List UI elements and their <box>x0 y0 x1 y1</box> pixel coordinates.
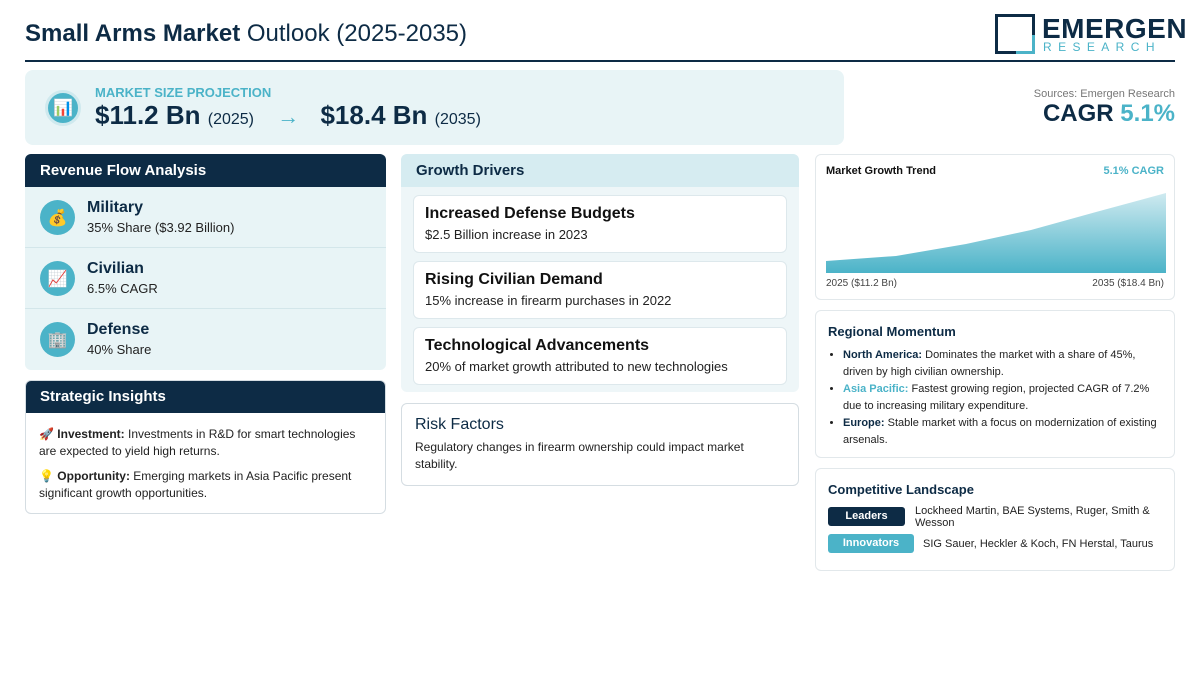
risk-factors-title: Risk Factors <box>415 416 504 433</box>
projection-start-value: $11.2 Bn <box>95 100 201 130</box>
revenue-item-sub: 35% Share ($3.92 Billion) <box>87 220 235 235</box>
cagr-summary: CAGR 5.1% <box>1043 100 1175 128</box>
market-growth-trend-card: Market Growth Trend 5.1% CAGR 2025 ($11.… <box>815 154 1175 300</box>
page-title: Small Arms Market Outlook (2025-2035) <box>25 20 467 48</box>
driver-item: Increased Defense Budgets $2.5 Billion i… <box>413 195 787 253</box>
insight-text: Emerging markets in Asia Pacific present… <box>39 469 352 500</box>
leaders-badge: Leaders <box>828 507 905 526</box>
revenue-item-name: Civilian <box>87 260 144 277</box>
innovators-badge: Innovators <box>828 534 914 553</box>
revenue-item-name: Military <box>87 199 144 216</box>
trend-cagr: 5.1% CAGR <box>1103 165 1164 177</box>
region-item-europe: Europe: Stable market with a focus on mo… <box>843 415 1163 449</box>
projection-end-year: (2035) <box>434 111 481 128</box>
region-item-asia-pacific: Asia Pacific: Fastest growing region, pr… <box>843 381 1163 415</box>
driver-title: Rising Civilian Demand <box>425 271 603 288</box>
logo-name: EMERGEN <box>1042 13 1188 44</box>
lightbulb-icon: 💡 <box>39 469 54 483</box>
driver-item: Technological Advancements 20% of market… <box>413 327 787 385</box>
trend-area-chart <box>826 193 1166 273</box>
growth-drivers-title: Growth Drivers <box>401 154 799 187</box>
revenue-flow-title: Revenue Flow Analysis <box>25 154 386 187</box>
strategic-insights-title: Strategic Insights <box>26 381 385 413</box>
right-arrow-icon: → <box>277 104 300 129</box>
title-rest: Outlook (2025-2035) <box>246 20 468 47</box>
cagr-value: 5.1% <box>1120 100 1175 127</box>
projection-start-year: (2025) <box>207 111 254 128</box>
projection-end-value: $18.4 Bn <box>320 100 428 130</box>
driver-item: Rising Civilian Demand 15% increase in f… <box>413 261 787 319</box>
trend-chart-icon: 📈 <box>40 261 75 296</box>
region-text: Dominates the market with a share of 45%… <box>843 349 1136 378</box>
growth-drivers-card: Growth Drivers Increased Defense Budgets… <box>401 154 799 392</box>
trend-end-label: 2035 ($18.4 Bn) <box>1092 278 1164 289</box>
region-list: North America: Dominates the market with… <box>843 347 1163 449</box>
revenue-item-sub: 6.5% CAGR <box>87 281 158 296</box>
projection-label: MARKET SIZE PROJECTION <box>95 85 272 100</box>
logo-mark-icon <box>995 14 1035 54</box>
driver-sub: 20% of market growth attributed to new t… <box>425 359 728 374</box>
trend-start-label: 2025 ($11.2 Bn) <box>826 278 897 289</box>
driver-sub: 15% increase in firearm purchases in 202… <box>425 293 672 308</box>
insight-label: Investment: <box>57 427 125 441</box>
competitive-landscape-card: Competitive Landscape Leaders Lockheed M… <box>815 468 1175 571</box>
trend-area <box>826 193 1166 273</box>
competitive-landscape-title: Competitive Landscape <box>828 482 974 497</box>
insight-label: Opportunity: <box>57 469 130 483</box>
region-name: North America: <box>843 349 923 361</box>
revenue-item-sub: 40% Share <box>87 342 152 357</box>
region-text: Stable market with a focus on modernizat… <box>843 417 1157 446</box>
insight-investment: 🚀 Investment: Investments in R&D for sma… <box>39 426 369 460</box>
sources-text: Sources: Emergen Research <box>1033 88 1175 100</box>
region-name: Asia Pacific: <box>843 383 909 395</box>
projection-values: $11.2 Bn (2025) → $18.4 Bn (2035) <box>95 100 481 131</box>
driver-title: Increased Defense Budgets <box>425 205 635 222</box>
rocket-icon: 🚀 <box>39 427 54 441</box>
bar-chart-icon: 📊 <box>45 90 81 126</box>
region-text: Fastest growing region, projected CAGR o… <box>843 383 1150 412</box>
insight-opportunity: 💡 Opportunity: Emerging markets in Asia … <box>39 468 369 502</box>
revenue-item-civilian: 📈 Civilian 6.5% CAGR <box>25 248 386 309</box>
revenue-item-military: 💰 Military 35% Share ($3.92 Billion) <box>25 187 386 248</box>
cagr-label: CAGR <box>1042 100 1114 127</box>
building-icon: 🏢 <box>40 322 75 357</box>
emergen-logo[interactable]: EMERGEN RESEARCH <box>995 14 1187 56</box>
driver-title: Technological Advancements <box>425 337 650 354</box>
regional-momentum-card: Regional Momentum North America: Dominat… <box>815 310 1175 458</box>
region-item-north-america: North America: Dominates the market with… <box>843 347 1163 381</box>
title-bold: Small Arms Market <box>25 20 241 47</box>
market-size-projection: 📊 MARKET SIZE PROJECTION $11.2 Bn (2025)… <box>25 70 844 145</box>
header: Small Arms Market Outlook (2025-2035) EM… <box>25 0 1187 62</box>
revenue-item-defense: 🏢 Defense 40% Share <box>25 309 386 370</box>
money-bag-icon: 💰 <box>40 200 75 235</box>
strategic-insights-card: Strategic Insights 🚀 Investment: Investm… <box>25 380 386 514</box>
revenue-item-name: Defense <box>87 321 150 338</box>
insight-text: Investments in R&D for smart technologie… <box>39 427 356 458</box>
revenue-flow-card: Revenue Flow Analysis 💰 Military 35% Sha… <box>25 154 386 370</box>
leaders-text: Lockheed Martin, BAE Systems, Ruger, Smi… <box>915 505 1150 529</box>
region-name: Europe: <box>843 417 885 429</box>
risk-factors-card: Risk Factors Regulatory changes in firea… <box>401 403 799 486</box>
trend-title: Market Growth Trend <box>826 165 937 177</box>
logo-sub: RESEARCH <box>1043 40 1161 54</box>
innovators-text: SIG Sauer, Heckler & Koch, FN Herstal, T… <box>923 538 1154 550</box>
regional-momentum-title: Regional Momentum <box>828 324 956 339</box>
driver-sub: $2.5 Billion increase in 2023 <box>425 227 588 242</box>
risk-factors-text: Regulatory changes in firearm ownership … <box>415 440 744 471</box>
